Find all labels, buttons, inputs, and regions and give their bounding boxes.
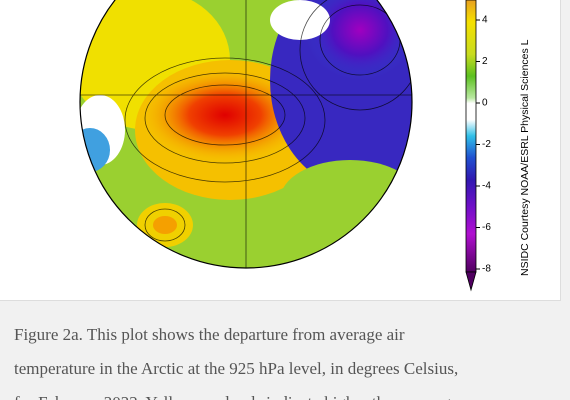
caption-line: Figure 2a. This plot shows the departure… <box>14 325 405 344</box>
caption-line: for February 2022. Yellows and reds indi… <box>14 386 564 400</box>
colorbar-tick-label: -8 <box>482 264 491 275</box>
colorbar-tick-label: -6 <box>482 222 491 233</box>
figure-panel: 4 2 0 -2 -4 -6 -8 NSIDC Courtesy NOAA/ESRL Phy… <box>0 0 561 301</box>
caption-line: temperature in the Arctic at the 925 hPa… <box>14 359 459 378</box>
colorbar <box>465 0 477 273</box>
colorbar-tick-label: -4 <box>482 181 491 192</box>
colorbar-tick-label: 4 <box>482 15 488 26</box>
figure: 4 2 0 -2 -4 -6 -8 NSIDC Courtesy NOAA/ESRL Phy… <box>79 0 531 292</box>
credit-text: NSIDC Courtesy NOAA/ESRL Physical Scienc… <box>519 39 531 276</box>
caption: Figure 2a. This plot shows the departure… <box>14 318 564 400</box>
colorbar-tick-label: 2 <box>482 56 488 67</box>
colorbar-tick-label: 0 <box>482 98 488 109</box>
map-disk <box>80 0 412 268</box>
colorbar-tick-label: -2 <box>482 139 491 150</box>
